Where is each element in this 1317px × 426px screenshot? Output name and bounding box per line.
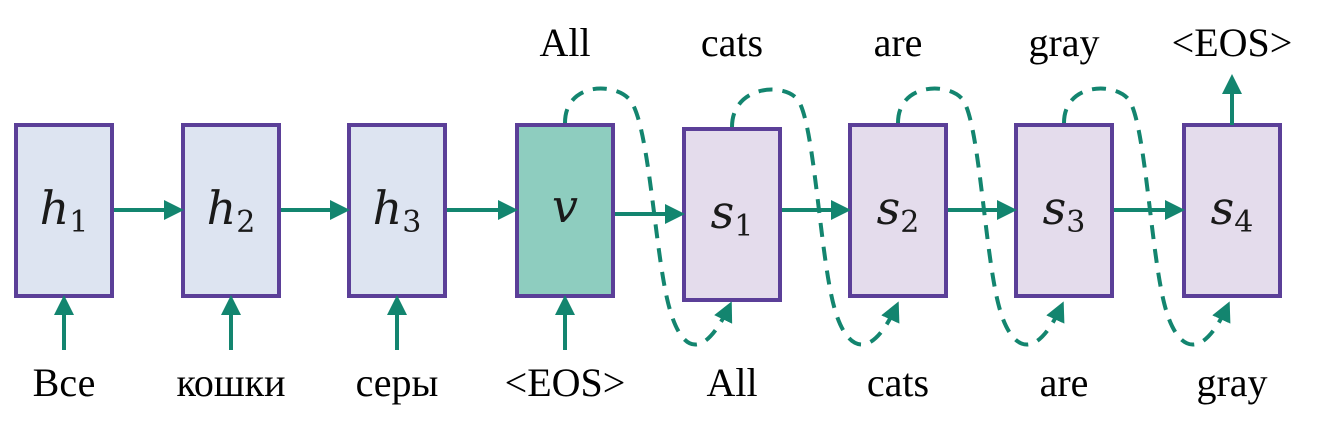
decoder-cell-s1	[682, 127, 782, 302]
label-s1: s1	[711, 185, 754, 244]
input-tokens: Все кошки серы <EOS> All cats are gray	[33, 360, 1268, 405]
output-tokens: All cats are gray <EOS>	[539, 20, 1292, 65]
label-h1: h1	[40, 181, 89, 240]
output-token-v: All	[539, 20, 590, 65]
loop-v-to-s1	[563, 86, 733, 347]
input-token-s2: cats	[867, 360, 929, 405]
input-arrows	[54, 74, 1242, 350]
input-token-s1: All	[706, 360, 757, 405]
decoder-cell-s3	[1014, 123, 1114, 298]
input-token-h2: кошки	[176, 360, 285, 405]
encoder-cell-h2	[181, 123, 281, 298]
encoder-cell-h1	[14, 123, 114, 298]
loop-s1-to-s2	[730, 87, 900, 347]
cell-labels: h1 h2 h3 v s1 s2 s3 s4	[40, 179, 1254, 244]
feedback-loops	[563, 86, 1231, 347]
loop-s3-to-s4	[1062, 86, 1231, 347]
label-v: v	[552, 179, 578, 233]
output-token-s4: <EOS>	[1172, 20, 1293, 65]
label-s2: s2	[877, 181, 920, 240]
label-h3: h3	[373, 181, 422, 240]
input-token-s3: are	[1040, 360, 1089, 405]
input-token-s4: gray	[1196, 360, 1267, 405]
label-s3: s3	[1043, 181, 1086, 240]
loop-s2-to-s3	[896, 86, 1065, 347]
input-token-v: <EOS>	[505, 360, 626, 405]
input-token-h1: Все	[33, 360, 96, 405]
output-token-s2: are	[874, 20, 923, 65]
context-cell-v	[515, 123, 615, 298]
label-s4: s4	[1211, 181, 1254, 240]
recurrent-arrows	[114, 200, 1185, 224]
label-h2: h2	[207, 181, 256, 240]
output-token-s1: cats	[701, 20, 763, 65]
output-token-s3: gray	[1028, 20, 1099, 65]
input-token-h3: серы	[356, 360, 439, 405]
